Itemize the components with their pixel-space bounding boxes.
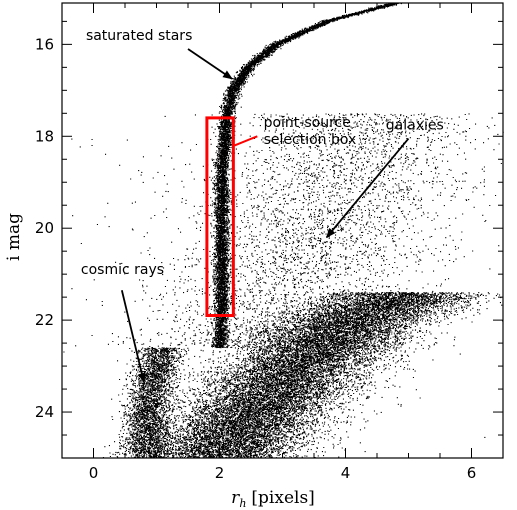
y-tick-label: 20 xyxy=(35,219,54,237)
point-cloud-5 xyxy=(63,137,486,458)
annotation-label: saturated stars xyxy=(86,28,192,44)
y-tick-label: 24 xyxy=(35,403,54,421)
point-source-selection-box xyxy=(205,116,235,318)
annotation-3: cosmic rays xyxy=(81,262,164,384)
y-axis-title: i mag xyxy=(4,213,24,261)
point-cloud-2 xyxy=(102,291,503,459)
point-cloud-4 xyxy=(104,347,202,459)
x-axis-subscript: h xyxy=(239,497,246,510)
annotation-label: point-source xyxy=(264,115,351,131)
point-cloud-3 xyxy=(75,113,504,349)
annotation-label: selection box xyxy=(264,132,357,148)
point-cloud-1 xyxy=(226,2,402,91)
annotation-arrow xyxy=(120,290,146,384)
annotation-arrow xyxy=(325,138,410,239)
x-axis-title: rh [pixels] xyxy=(231,488,315,510)
annotation-arrow xyxy=(187,48,233,80)
x-tick-label: 4 xyxy=(341,464,351,482)
y-tick-label: 16 xyxy=(35,35,54,53)
data-points xyxy=(63,2,504,459)
annotation-0: saturated stars xyxy=(86,28,233,80)
y-tick-label: 18 xyxy=(35,127,54,145)
x-tick-label: 0 xyxy=(89,464,99,482)
x-axis-symbol: r xyxy=(231,488,240,508)
x-axis-unit: [pixels] xyxy=(251,488,314,508)
annotation-arrow xyxy=(234,135,258,147)
x-tick-label: 6 xyxy=(467,464,477,482)
annotation-label: galaxies xyxy=(386,117,444,133)
x-tick-label: 2 xyxy=(215,464,225,482)
point-cloud-0 xyxy=(209,89,243,349)
y-tick-label: 22 xyxy=(35,311,54,329)
annotation-2: galaxies xyxy=(325,117,444,239)
annotation-label: cosmic rays xyxy=(81,262,164,278)
